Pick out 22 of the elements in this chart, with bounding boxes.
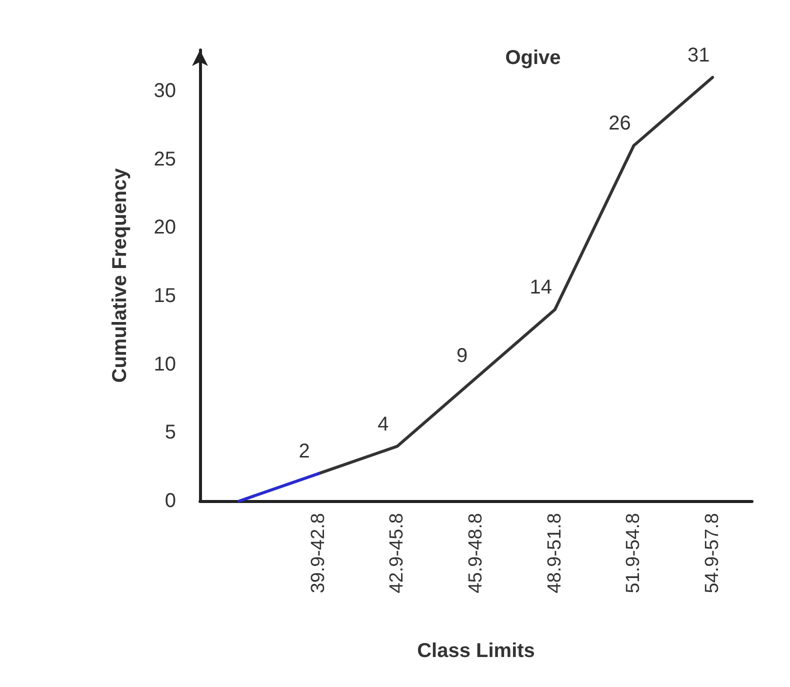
y-tick-label: 5 xyxy=(164,422,176,444)
y-tick-label: 30 xyxy=(154,80,176,102)
data-label: 4 xyxy=(378,413,389,436)
data-label: 31 xyxy=(687,44,710,66)
x-tick-label: 54.9-57.8 xyxy=(702,513,724,594)
x-tick-label: 45.9-48.8 xyxy=(466,513,486,594)
y-tick-label: 15 xyxy=(154,285,176,307)
y-tick-label: 25 xyxy=(154,148,176,170)
chart-title: Ogive xyxy=(505,47,561,69)
x-tick-label: 51.9-54.8 xyxy=(623,513,644,594)
x-axis-title: Class Limits xyxy=(417,640,535,662)
y-tick-label: 0 xyxy=(164,490,176,512)
data-label: 14 xyxy=(530,276,552,299)
x-tick-label: 42.9-45.8 xyxy=(386,513,408,594)
data-label: 26 xyxy=(608,112,631,135)
y-axis-title: Cumulative Frequency xyxy=(109,167,131,383)
x-tick-label: 48.9-51.8 xyxy=(544,513,566,594)
data-label: 2 xyxy=(298,440,310,463)
x-tick-label: 39.9-42.8 xyxy=(308,513,329,594)
data-label: 9 xyxy=(456,345,468,367)
y-tick-label: 10 xyxy=(154,353,176,376)
y-tick-label: 20 xyxy=(154,216,176,239)
